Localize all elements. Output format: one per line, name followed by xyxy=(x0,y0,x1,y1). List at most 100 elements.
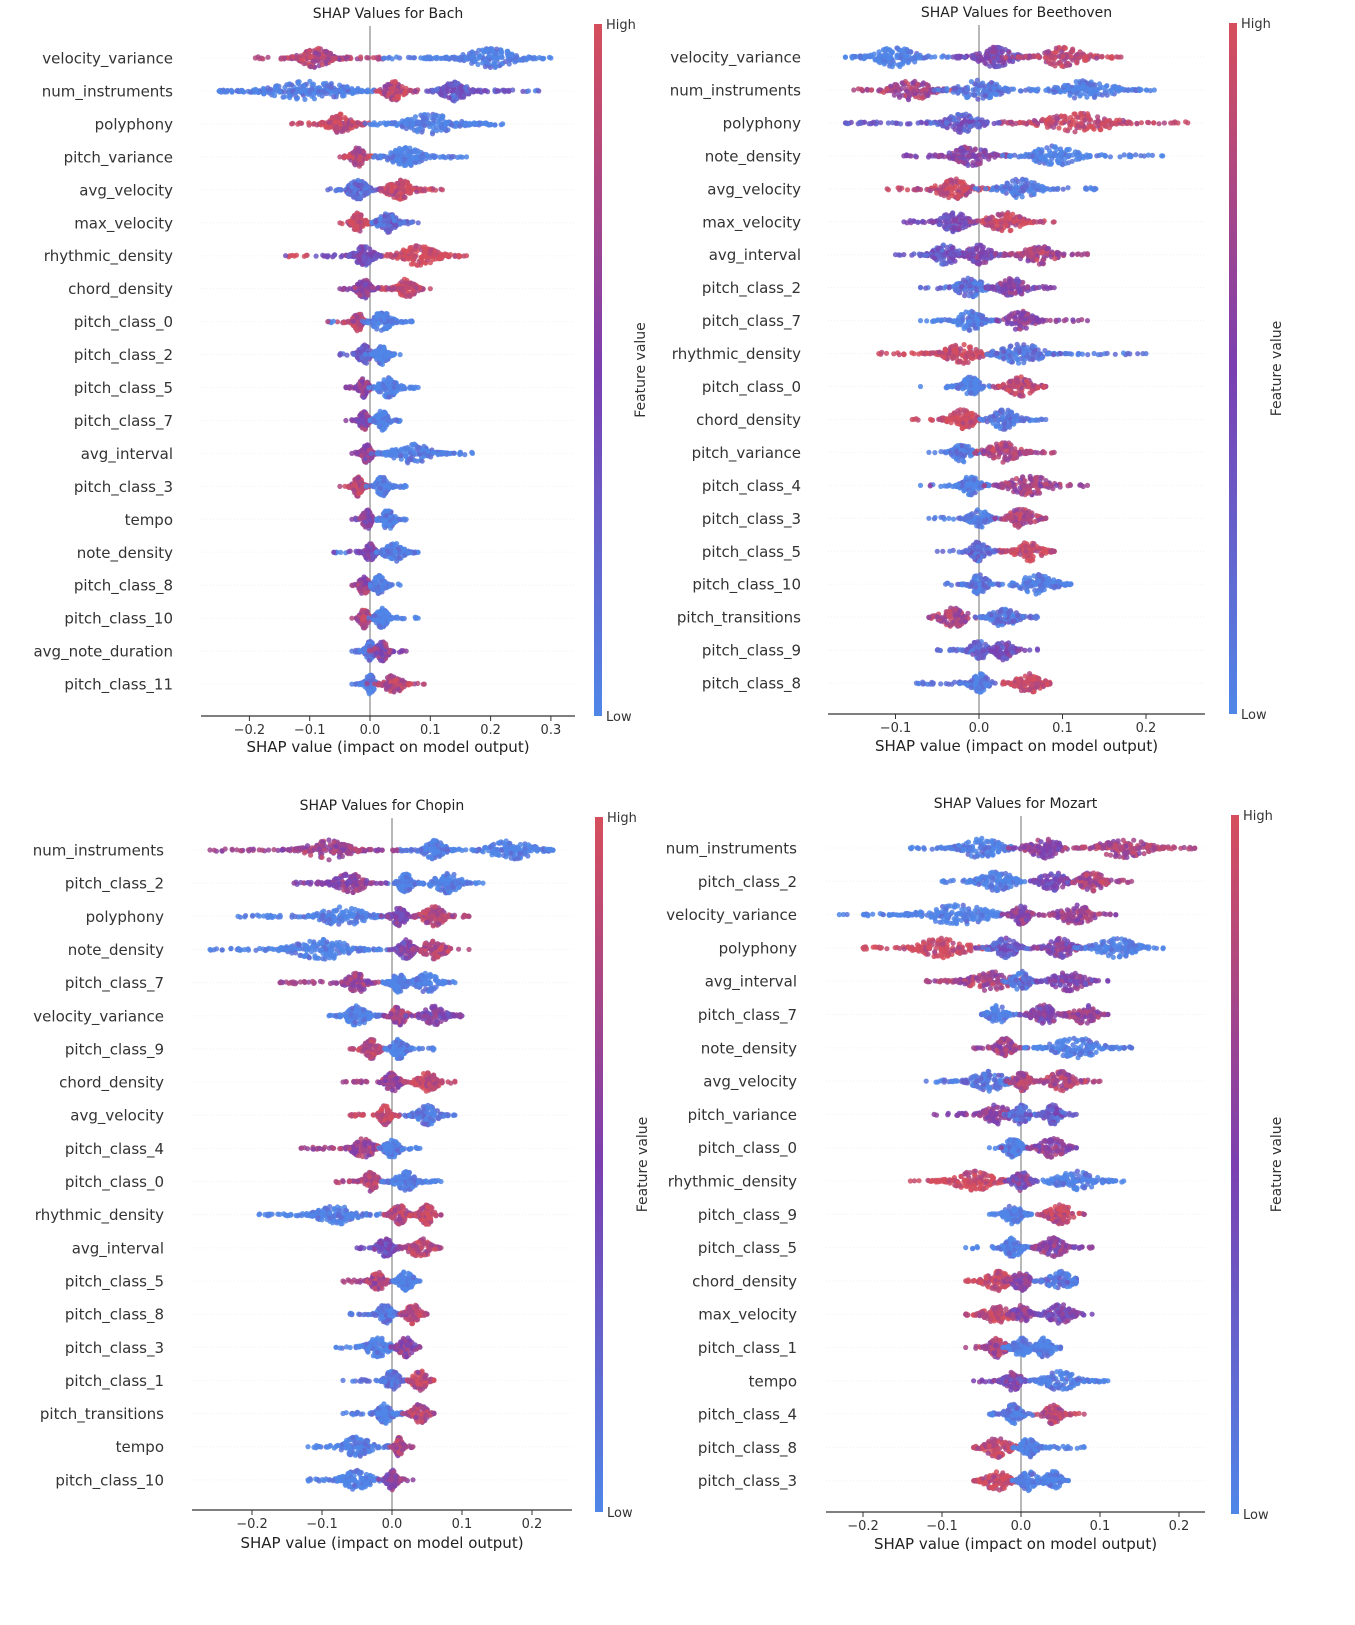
shap-point xyxy=(373,219,379,225)
shap-point xyxy=(375,56,381,62)
shap-point xyxy=(319,93,325,99)
shap-point xyxy=(431,117,437,123)
shap-point xyxy=(370,350,376,356)
shap-point xyxy=(425,448,431,454)
shap-point xyxy=(423,151,429,157)
feature-label: pitch_class_3 xyxy=(702,510,801,529)
shap-point xyxy=(344,352,350,358)
feature-label: avg_interval xyxy=(709,246,801,265)
shap-point xyxy=(457,123,463,129)
shap-point xyxy=(407,87,413,94)
shap-point xyxy=(506,57,512,63)
shap-point xyxy=(344,287,350,293)
beeswarm-row-pitch_variance xyxy=(337,145,470,169)
shap-point xyxy=(350,483,356,489)
feature-label: avg_interval xyxy=(81,445,173,464)
shap-point xyxy=(348,122,354,128)
shap-point xyxy=(413,285,419,291)
shap-point xyxy=(388,319,394,325)
shap-point xyxy=(388,86,394,92)
shap-point xyxy=(364,155,370,161)
shap-point xyxy=(961,54,968,60)
beeswarm-row-num_instruments xyxy=(216,78,542,104)
shap-point xyxy=(525,88,532,94)
shap-point xyxy=(375,416,382,422)
shap-point xyxy=(337,352,343,358)
beeswarm-row-chord_density xyxy=(337,276,433,301)
shap-point xyxy=(412,114,419,120)
shap-point xyxy=(427,260,433,266)
shap-point xyxy=(389,352,395,358)
shap-point xyxy=(506,61,512,67)
shap-point xyxy=(429,56,435,62)
feature-label: pitch_class_11 xyxy=(64,676,173,695)
shap-point xyxy=(229,88,235,94)
shap-point xyxy=(415,615,421,621)
shap-point xyxy=(427,286,433,292)
shap-point xyxy=(289,88,295,94)
shap-point xyxy=(350,319,357,325)
shap-point xyxy=(386,508,392,514)
shap-point xyxy=(352,162,358,168)
shap-point xyxy=(417,125,423,131)
shap-point xyxy=(864,53,870,60)
shap-point xyxy=(313,253,319,259)
shap-point xyxy=(330,115,336,121)
shap-point xyxy=(401,91,408,97)
shap-point xyxy=(418,256,424,262)
shap-point xyxy=(463,84,469,90)
shap-point xyxy=(548,55,554,61)
feature-label: pitch_class_10 xyxy=(64,610,173,629)
shap-point xyxy=(367,517,373,523)
shap-point xyxy=(362,281,369,287)
shap-point xyxy=(502,89,508,95)
shap-point xyxy=(379,607,385,613)
shap-point xyxy=(396,649,402,655)
shap-point xyxy=(393,483,399,489)
shap-point xyxy=(359,378,365,384)
shap-point xyxy=(375,122,381,128)
shap-point xyxy=(383,310,389,317)
shap-point xyxy=(944,54,950,60)
beeswarm-row-avg_interval xyxy=(349,441,476,466)
shap-point xyxy=(382,84,388,90)
shap-point xyxy=(932,54,938,60)
shap-point xyxy=(384,548,390,554)
shap-point xyxy=(392,380,398,386)
shap-point xyxy=(492,64,498,70)
beeswarm-row-note_density xyxy=(331,541,421,564)
shap-point xyxy=(350,150,356,156)
shap-point xyxy=(384,609,390,615)
shap-point xyxy=(389,418,395,424)
shap-point xyxy=(362,121,368,127)
feature-label: pitch_variance xyxy=(64,148,173,167)
shap-point xyxy=(495,88,501,94)
shap-point xyxy=(370,319,377,325)
shap-point xyxy=(353,181,359,187)
shap-point xyxy=(382,384,388,391)
beeswarm-row-polyphony xyxy=(289,111,506,137)
shap-point xyxy=(361,648,367,654)
shap-point xyxy=(343,384,349,391)
shap-point xyxy=(446,95,452,101)
shap-point xyxy=(520,88,526,94)
shap-point xyxy=(342,115,348,121)
shap-point xyxy=(530,56,536,62)
shap-point xyxy=(361,514,367,521)
shap-point xyxy=(381,522,387,529)
feature-label: avg_velocity xyxy=(79,181,173,200)
beeswarm-row-pitch_class_11 xyxy=(349,672,427,697)
shap-point xyxy=(252,55,258,61)
shap-point xyxy=(342,154,348,160)
shap-point xyxy=(394,417,400,424)
shap-point xyxy=(358,182,364,188)
shap-point xyxy=(307,54,313,61)
x-tick-label: 0.2 xyxy=(480,723,501,738)
shap-point xyxy=(872,57,878,63)
shap-point xyxy=(432,112,438,118)
shap-point xyxy=(374,587,380,594)
shap-point xyxy=(315,45,321,51)
shap-point xyxy=(439,187,445,193)
shap-point xyxy=(361,254,367,260)
